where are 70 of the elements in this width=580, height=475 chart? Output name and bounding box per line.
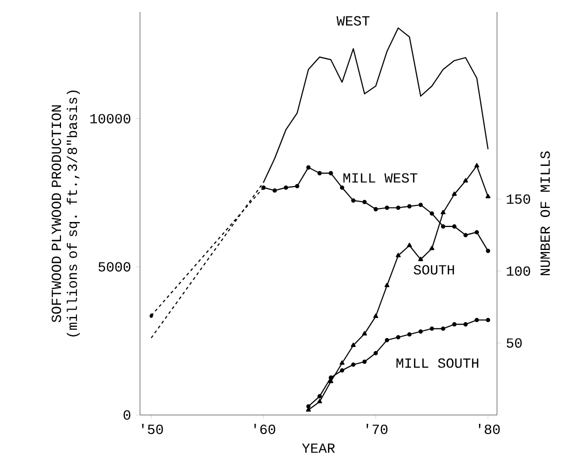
- y2-tick-label: 50: [506, 338, 522, 348]
- point: [306, 165, 311, 170]
- x-tick-label: '80: [478, 424, 500, 434]
- point: [474, 230, 479, 234]
- point: [474, 318, 479, 322]
- point: [272, 188, 277, 193]
- point: [351, 362, 356, 367]
- x-tick-label: '60: [254, 424, 276, 434]
- point: [418, 256, 424, 262]
- y-tick-label: 0: [124, 410, 130, 420]
- point: [430, 211, 434, 216]
- point: [396, 252, 401, 258]
- point: [317, 171, 322, 176]
- x-tick-label: '70: [366, 424, 388, 434]
- series-label: MILL SOUTH: [396, 358, 478, 368]
- series-label: MILL WEST: [343, 173, 418, 183]
- point: [373, 314, 378, 318]
- point: [350, 342, 356, 348]
- point: [452, 224, 456, 229]
- x-tick-label: '50: [142, 424, 163, 434]
- point: [306, 404, 311, 409]
- point: [440, 224, 446, 229]
- y2-axis-title: NUMBER OF MILLS: [540, 151, 550, 276]
- point: [384, 282, 390, 288]
- point: [340, 185, 344, 190]
- point: [340, 360, 345, 365]
- point: [452, 322, 456, 326]
- point: [452, 191, 457, 196]
- point: [418, 329, 423, 334]
- point: [440, 326, 446, 331]
- point: [149, 314, 154, 318]
- point: [328, 375, 333, 380]
- point: [295, 184, 300, 188]
- point: [384, 206, 390, 210]
- point: [429, 246, 434, 250]
- point: [362, 360, 367, 364]
- point: [406, 242, 412, 248]
- point: [474, 163, 480, 168]
- point: [407, 332, 412, 337]
- point: [430, 326, 434, 331]
- point: [328, 171, 333, 176]
- point: [486, 318, 490, 322]
- point: [340, 368, 344, 373]
- point: [463, 322, 468, 326]
- x-axis-title: YEAR: [302, 444, 335, 453]
- point: [317, 394, 322, 398]
- y-axis-title: SOFTWOOD PLYWOOD PRODUCTION (millions of sq. ft.,3/8"basis): [52, 90, 80, 336]
- point: [374, 207, 378, 212]
- point: [463, 232, 468, 238]
- point: [374, 350, 378, 356]
- point: [362, 200, 367, 204]
- point: [384, 338, 390, 342]
- point: [396, 206, 400, 210]
- point: [396, 335, 400, 340]
- point: [362, 331, 367, 336]
- point: [407, 204, 412, 208]
- y2-tick-label: 100: [506, 266, 530, 276]
- point: [351, 198, 356, 203]
- point: [440, 210, 446, 214]
- point: [463, 178, 468, 183]
- point: [284, 185, 288, 190]
- series-label: WEST: [336, 16, 370, 26]
- y-tick-label: 5000: [98, 262, 130, 272]
- point: [486, 248, 490, 254]
- point: [317, 398, 322, 404]
- y-tick-label: 10000: [90, 114, 130, 124]
- series-label: SOUTH: [414, 265, 454, 275]
- point: [486, 194, 490, 198]
- y2-tick-label: 150: [506, 194, 530, 204]
- point: [418, 202, 423, 208]
